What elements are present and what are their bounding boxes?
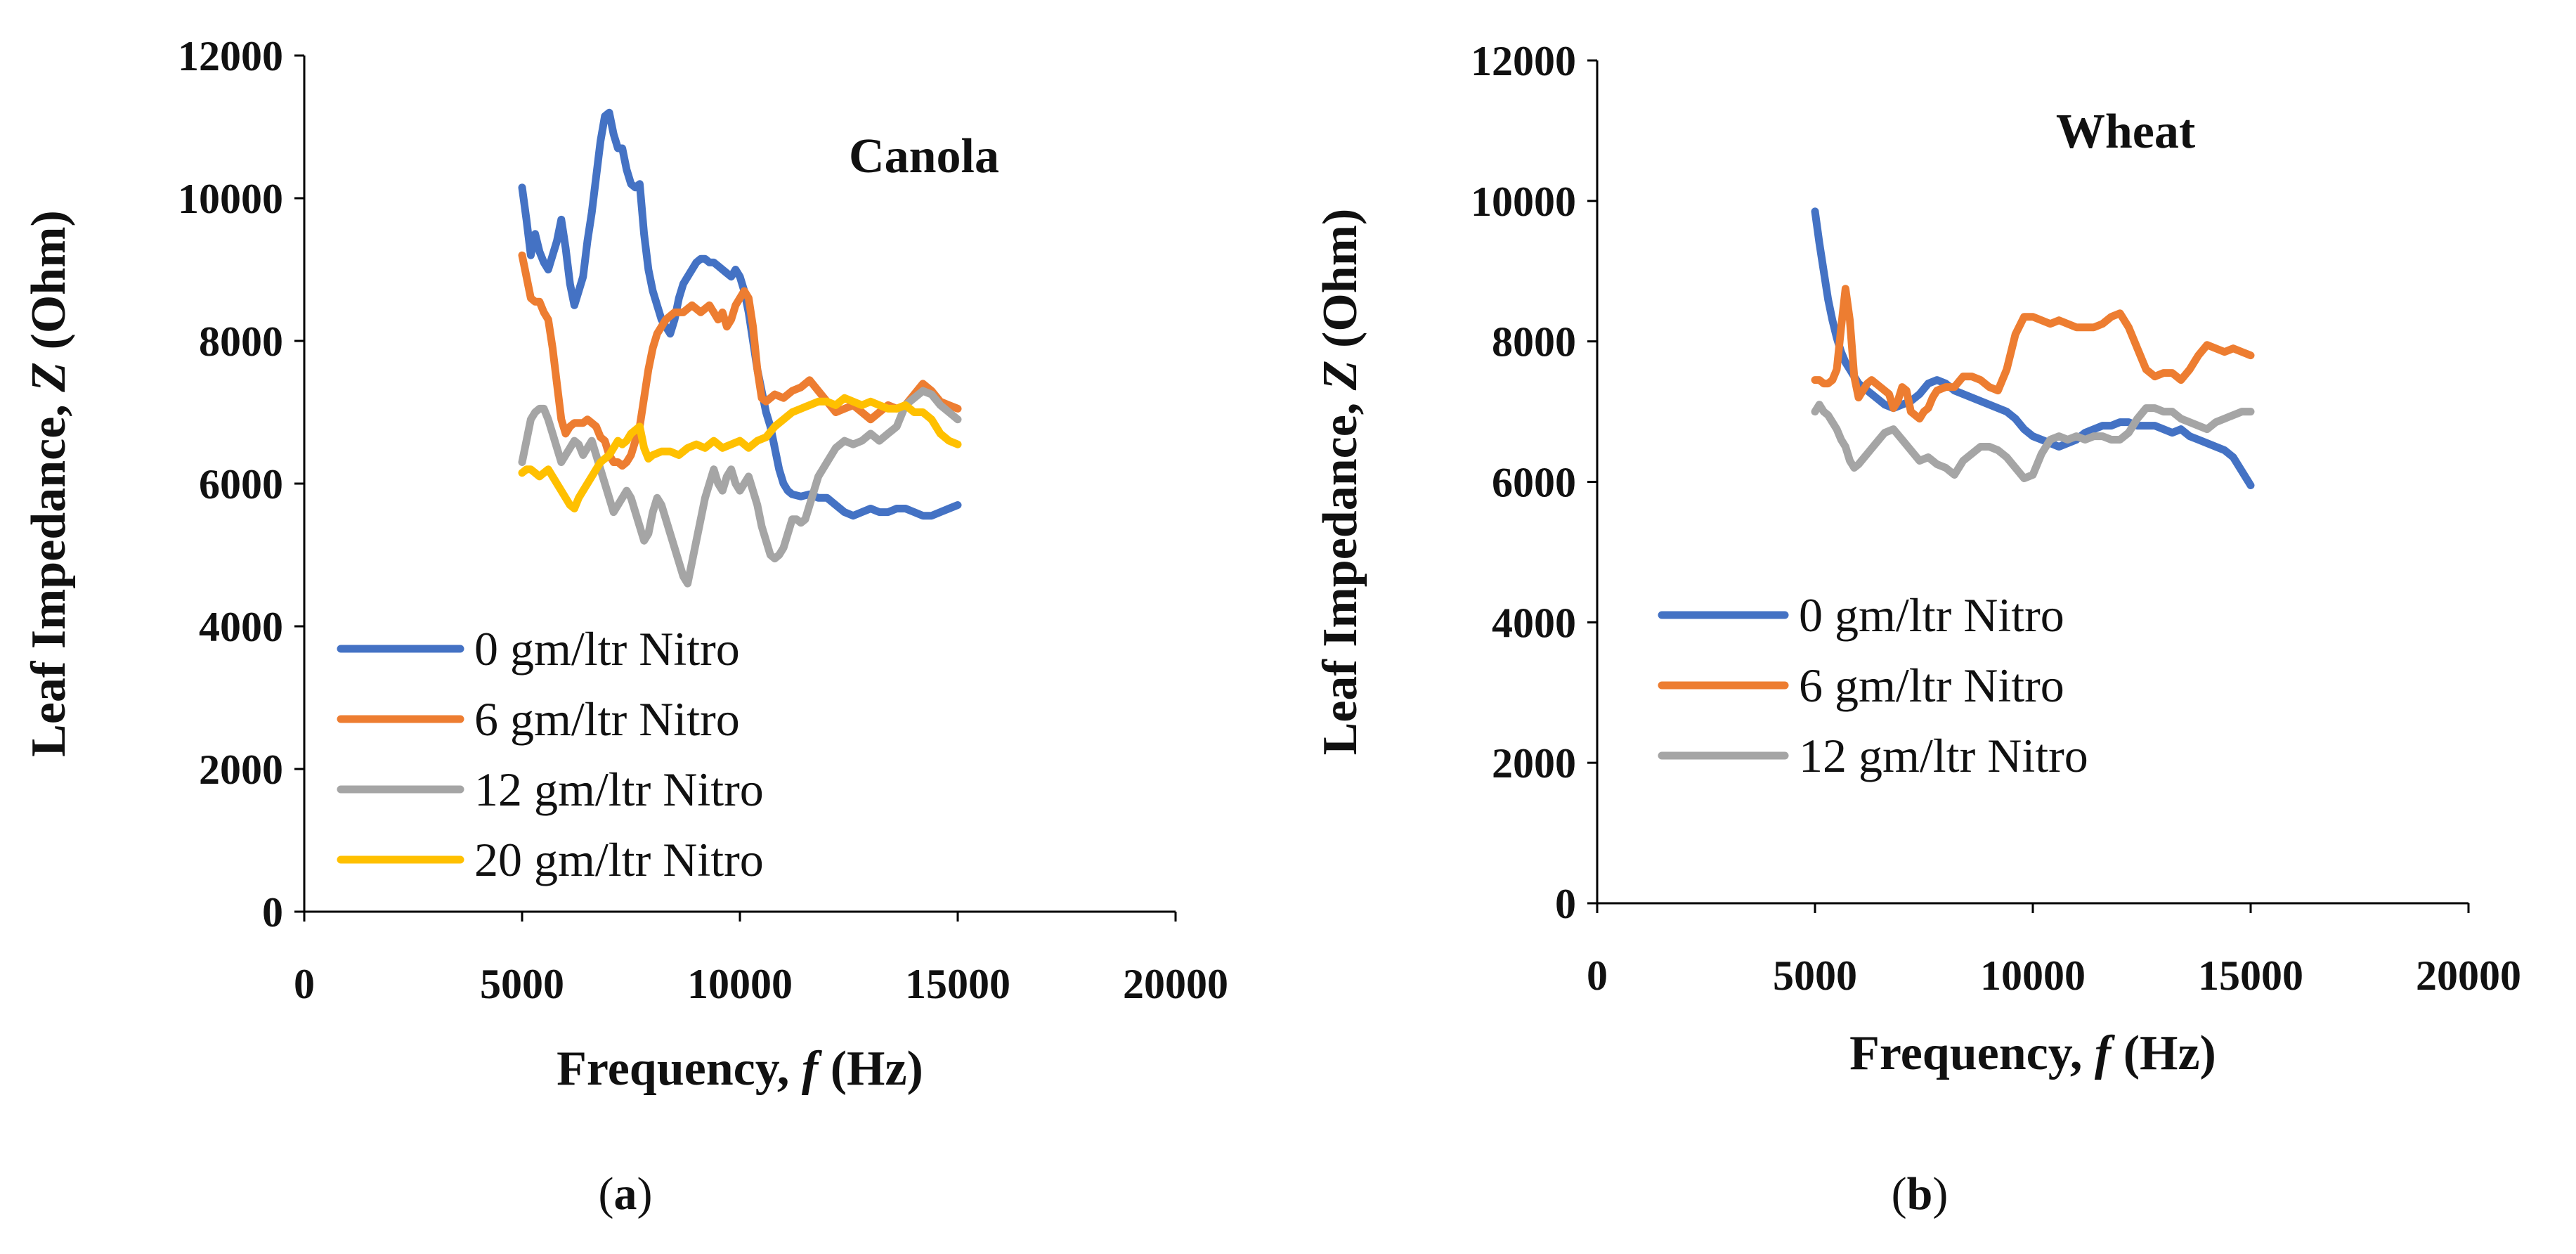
x-tick-label: 10000 — [1980, 952, 2086, 999]
x-tick-label: 10000 — [687, 961, 793, 1007]
series-line-6-gm-ltr-nitro — [1811, 285, 2255, 423]
y-tick-label: 0 — [262, 889, 283, 936]
series-line-12-gm-ltr-nitro — [518, 387, 962, 588]
legend-label: 6 gm/ltr Nitro — [1799, 659, 2064, 712]
y-tick-label: 10000 — [178, 176, 283, 222]
series-line-0-gm-ltr-nitro — [1811, 207, 2255, 489]
legend-label: 20 gm/ltr Nitro — [474, 833, 764, 886]
series-line-0-gm-ltr-nitro — [518, 108, 962, 520]
y-tick-label: 8000 — [199, 318, 283, 365]
legend-item: 12 gm/ltr Nitro — [337, 763, 764, 816]
panel-b-chart: 0 2000 4000 6000 8000 10000 12000 0 5000 10000 150… — [1313, 38, 2521, 1220]
legend-label: 0 gm/ltr Nitro — [1799, 588, 2064, 642]
legend-item: 20 gm/ltr Nitro — [337, 833, 764, 886]
x-tick-label: 0 — [1587, 952, 1608, 999]
x-tick-label: 20000 — [1123, 961, 1228, 1007]
legend-item: 12 gm/ltr Nitro — [1658, 729, 2088, 782]
x-tick-label: 5000 — [480, 961, 564, 1007]
chart-title: Canola — [849, 129, 999, 183]
x-tick-label: 0 — [294, 961, 315, 1007]
y-tick-label: 2000 — [1492, 740, 1576, 787]
chart-title: Wheat — [2056, 105, 2195, 159]
x-axis-title: Frequency, f (Hz) — [557, 1042, 923, 1096]
panel-caption: (a) — [599, 1168, 653, 1220]
legend-label: 12 gm/ltr Nitro — [1799, 729, 2088, 782]
x-tick-label: 20000 — [2416, 952, 2521, 999]
x-tick-label: 15000 — [2198, 952, 2303, 999]
panel-a-chart: 0 2000 4000 6000 8000 10000 12000 0 5000 10000 150… — [22, 33, 1228, 1220]
y-tick-label: 12000 — [1471, 38, 1576, 84]
series-line-6-gm-ltr-nitro — [518, 251, 962, 470]
legend-item: 6 gm/ltr Nitro — [337, 692, 740, 746]
legend-item: 6 gm/ltr Nitro — [1658, 659, 2064, 712]
legend-item: 0 gm/ltr Nitro — [1658, 588, 2064, 642]
legend-item: 0 gm/ltr Nitro — [337, 622, 740, 676]
y-tick-label: 4000 — [1492, 600, 1576, 646]
y-tick-label: 6000 — [199, 461, 283, 508]
x-axis-title: Frequency, f (Hz) — [1849, 1026, 2216, 1080]
y-axis-title: Leaf Impedance, Z (Ohm) — [1313, 209, 1367, 756]
y-tick-label: 10000 — [1471, 179, 1576, 225]
series-line-12-gm-ltr-nitro — [1811, 401, 2255, 482]
y-tick-label: 2000 — [199, 746, 283, 793]
y-axis-title: Leaf Impedance, Z (Ohm) — [22, 210, 76, 757]
legend-label: 0 gm/ltr Nitro — [474, 622, 740, 676]
legend-label: 6 gm/ltr Nitro — [474, 692, 740, 746]
legend-label: 12 gm/ltr Nitro — [474, 763, 764, 816]
y-tick-label: 12000 — [178, 33, 283, 79]
y-tick-label: 0 — [1555, 881, 1576, 927]
x-tick-label: 15000 — [905, 961, 1010, 1007]
panel-caption: (b) — [1892, 1168, 1949, 1220]
series-line-20-gm-ltr-nitro — [518, 394, 962, 512]
y-tick-label: 4000 — [199, 604, 283, 650]
y-tick-label: 6000 — [1492, 460, 1576, 506]
x-tick-label: 5000 — [1773, 952, 1857, 999]
y-tick-label: 8000 — [1492, 319, 1576, 366]
